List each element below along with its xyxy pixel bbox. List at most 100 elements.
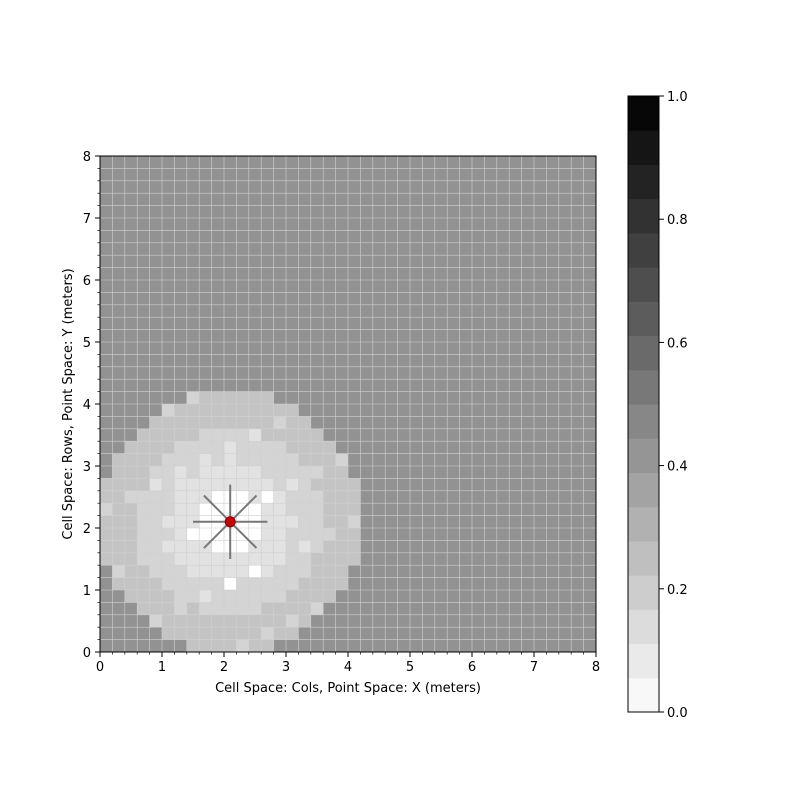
heatmap-cell xyxy=(571,614,584,628)
heatmap-cell xyxy=(273,193,286,206)
heatmap-cell xyxy=(385,577,398,590)
heatmap-cell xyxy=(521,156,534,169)
heatmap-cell xyxy=(534,205,547,218)
heatmap-cell xyxy=(422,590,435,603)
heatmap-cell xyxy=(410,180,423,194)
heatmap-cell xyxy=(484,428,497,442)
heatmap-cell xyxy=(472,515,485,528)
heatmap-cell xyxy=(261,428,274,442)
heatmap-cell xyxy=(286,590,299,603)
heatmap-cell xyxy=(261,280,274,293)
heatmap-cell xyxy=(521,366,534,380)
heatmap-cell xyxy=(459,205,472,218)
heatmap-cell xyxy=(248,466,262,479)
heatmap-cell xyxy=(248,614,262,628)
heatmap-cell xyxy=(248,255,262,268)
heatmap-cell xyxy=(360,280,373,293)
heatmap-cell xyxy=(459,540,472,553)
heatmap-cell xyxy=(583,304,596,318)
heatmap-cell xyxy=(422,577,435,590)
heatmap-cell xyxy=(174,168,187,181)
heatmap-cell xyxy=(310,391,324,404)
heatmap-cell xyxy=(335,230,348,243)
heatmap-cell xyxy=(447,267,460,280)
heatmap-cell xyxy=(521,304,534,318)
y-tick-label: 4 xyxy=(83,398,91,413)
heatmap-cell xyxy=(546,354,559,367)
heatmap-cell xyxy=(248,565,262,578)
heatmap-cell xyxy=(534,304,547,318)
heatmap-cell xyxy=(397,267,410,280)
heatmap-cell xyxy=(211,280,224,293)
heatmap-cell xyxy=(447,404,460,417)
heatmap-cell xyxy=(310,453,324,466)
heatmap-cell xyxy=(571,416,584,429)
heatmap-cell xyxy=(546,280,559,293)
heatmap-cell xyxy=(447,354,460,367)
heatmap-cell xyxy=(261,540,274,553)
colorbar-band xyxy=(628,164,659,200)
heatmap-cell xyxy=(186,255,200,268)
heatmap-cell xyxy=(558,540,572,553)
heatmap-cell xyxy=(298,453,311,466)
heatmap-cell xyxy=(248,577,262,590)
heatmap-cell xyxy=(273,267,286,280)
heatmap-cell xyxy=(348,242,361,256)
heatmap-cell xyxy=(434,639,448,652)
heatmap-cell xyxy=(348,267,361,280)
heatmap-cell xyxy=(310,515,324,528)
heatmap-cell xyxy=(496,205,510,218)
heatmap-cell xyxy=(496,441,510,454)
heatmap-cell xyxy=(124,329,138,342)
heatmap-cell xyxy=(323,540,336,553)
heatmap-cell xyxy=(174,490,187,504)
heatmap-cell xyxy=(149,205,162,218)
heatmap-cell xyxy=(224,478,237,491)
heatmap-cell xyxy=(286,168,299,181)
heatmap-cell xyxy=(422,565,435,578)
heatmap-cell xyxy=(521,205,534,218)
heatmap-cell xyxy=(335,466,348,479)
heatmap-cell xyxy=(186,614,200,628)
heatmap-cell xyxy=(583,366,596,380)
heatmap-cell xyxy=(496,354,510,367)
heatmap-cell xyxy=(137,441,150,454)
heatmap-cell xyxy=(186,168,200,181)
heatmap-cell xyxy=(484,280,497,293)
colorbar-band xyxy=(628,301,659,337)
heatmap-cell xyxy=(236,478,249,491)
heatmap-cell xyxy=(521,614,534,628)
heatmap-cell xyxy=(124,304,138,318)
heatmap-cell xyxy=(149,354,162,367)
heatmap-cell xyxy=(174,329,187,342)
heatmap-cell xyxy=(546,466,559,479)
heatmap-cell xyxy=(546,453,559,466)
heatmap-cell xyxy=(372,639,386,652)
heatmap-cell xyxy=(323,292,336,305)
heatmap-cell xyxy=(335,391,348,404)
heatmap-cell xyxy=(248,391,262,404)
heatmap-cell xyxy=(571,267,584,280)
heatmap-cell xyxy=(360,478,373,491)
heatmap-cell xyxy=(472,490,485,504)
heatmap-cell xyxy=(372,565,386,578)
heatmap-cell xyxy=(509,602,522,615)
heatmap-cell xyxy=(484,304,497,318)
heatmap-cell xyxy=(558,602,572,615)
heatmap-cell xyxy=(534,404,547,417)
heatmap-cell xyxy=(372,304,386,318)
heatmap-cell xyxy=(472,218,485,231)
heatmap-cell xyxy=(447,379,460,392)
heatmap-cell xyxy=(224,441,237,454)
heatmap-cell xyxy=(558,428,572,442)
heatmap-cell xyxy=(323,478,336,491)
heatmap-cell xyxy=(546,428,559,442)
heatmap-cell xyxy=(162,490,175,504)
heatmap-cell xyxy=(397,602,410,615)
heatmap-cell xyxy=(100,156,113,169)
heatmap-cell xyxy=(335,590,348,603)
heatmap-cell xyxy=(447,602,460,615)
heatmap-cell xyxy=(261,577,274,590)
heatmap-cell xyxy=(298,515,311,528)
heatmap-cell xyxy=(100,205,113,218)
